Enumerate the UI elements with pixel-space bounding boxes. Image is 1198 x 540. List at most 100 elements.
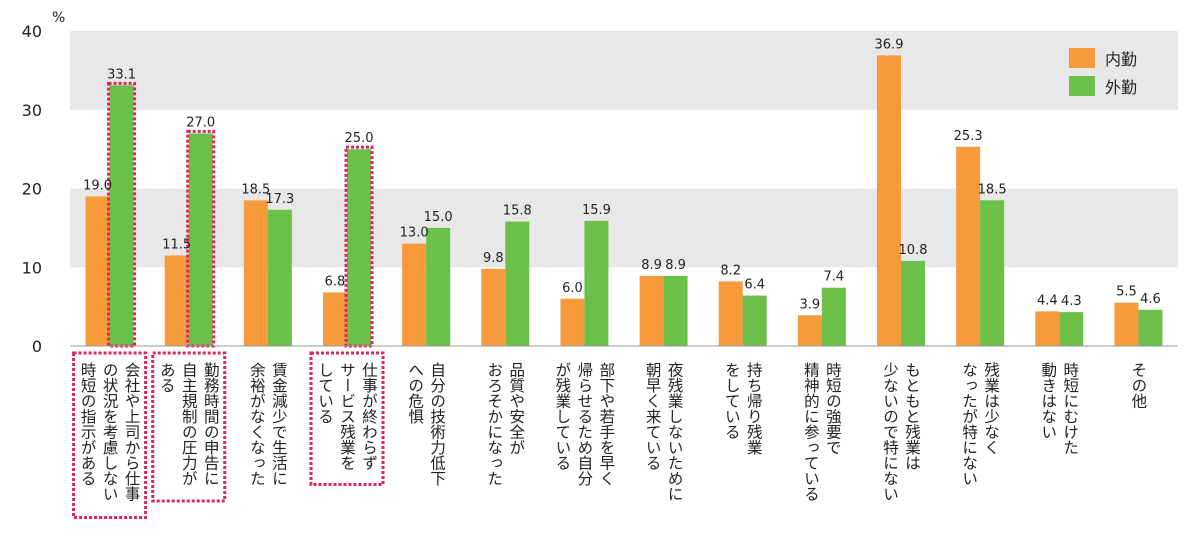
bar-naikin [956,146,981,346]
grid-band [70,31,1178,110]
data-label: 25.0 [345,131,374,146]
data-label: 7.4 [824,270,845,285]
category-label-line: している [316,362,334,424]
y-tick-label: 30 [22,101,42,120]
category-label-line: 賃金減少で生活に [270,362,288,486]
bar-gaikin [1059,312,1084,346]
category-label-line: その他 [1129,362,1147,410]
y-tick-label: 40 [22,22,42,41]
bar-gaikin [505,221,530,346]
data-label: 18.5 [978,182,1007,197]
data-label: 27.0 [186,115,215,130]
bar-naikin [797,315,822,346]
bar-gaikin [584,220,609,346]
category-label-line: 勤務時間の申告に [202,362,220,486]
y-axis-unit: % [52,10,65,26]
data-label: 8.9 [665,258,686,273]
data-label: 6.8 [325,274,346,289]
bar-gaikin [663,275,688,346]
data-label: 9.8 [483,251,504,266]
data-label: 4.3 [1061,294,1082,309]
y-tick-label: 0 [32,337,42,356]
bar-gaikin [821,287,846,346]
highlight-label-box [309,351,385,486]
category-label-line: 時短の指示がある [79,362,97,486]
bar-naikin [718,281,743,346]
bar-gaikin [109,85,134,347]
bar-naikin [85,196,110,346]
highlight-label-box [151,351,227,503]
bar-naikin [481,268,506,346]
category-label-line: 夜残業しないために [666,362,684,502]
bar-naikin [323,292,347,346]
y-tick-label: 10 [22,258,42,277]
bar-naikin [560,298,585,346]
data-label: 8.9 [641,258,662,273]
category-label-line: 品質や安全が [507,362,525,455]
category-label-line: 時短にむけた [1061,362,1079,456]
category-label-line: が残業している [553,362,571,471]
bar-naikin [164,255,189,346]
category-label-line: 動きはない [1039,362,1057,440]
data-label: 18.5 [241,182,270,197]
category-label-line: 帰らせるため自分 [575,362,593,488]
gridline-bands [70,31,1178,268]
bar-gaikin [980,200,1005,346]
data-label: 6.0 [562,281,583,296]
category-label-line: 朝早く来ている [644,362,662,471]
category-label-line: なったが特にない [960,362,978,486]
category-label-line: の状況を考慮しない [101,362,119,502]
category-label-line: をしている [723,362,741,440]
data-label: 3.9 [800,297,821,312]
bar-naikin [877,55,901,346]
category-label-line: 時短の強要で [824,362,842,455]
bar-gaikin [188,133,213,346]
category-label-line: 自分の技術力低下 [428,362,446,487]
data-label: 4.4 [1037,293,1058,308]
category-label-line: おろそかになった [485,362,503,487]
category-label-line: への危惧 [406,362,424,424]
y-tick-label: 20 [22,180,42,199]
data-label: 17.3 [265,192,294,207]
bar-naikin [1114,302,1139,346]
category-label-line: サービス残業を [338,362,356,471]
bars [70,55,1178,348]
category-label-line: 会社や上司から仕事 [123,362,141,502]
data-label: 5.5 [1116,285,1137,300]
data-label: 8.2 [720,263,741,278]
data-label: 11.5 [162,237,191,252]
grid-band [70,188,1178,268]
category-label-line: 余裕がなくなった [248,361,266,487]
data-label: 6.4 [744,278,765,293]
category-label-line: 少ないので特にない [881,362,899,502]
category-label-line: 自主規制の圧力が [180,362,198,487]
data-labels: 19.033.111.527.018.517.36.825.013.015.09… [83,37,1161,312]
bar-naikin [243,200,268,346]
category-label-line: 残業は少なく [982,362,1000,455]
bar-gaikin [742,295,767,346]
data-label: 4.6 [1140,292,1161,307]
bar-naikin [639,275,664,346]
legend-swatch [1069,48,1095,68]
bar-gaikin [901,260,925,346]
legend-swatch [1069,76,1095,96]
data-label: 15.0 [424,210,453,225]
data-label: 25.3 [954,129,983,144]
bar-gaikin [347,149,371,346]
data-label: 36.9 [875,37,904,52]
category-label-line: 精神的に参っている [802,362,820,502]
category-label-line: ある [158,362,176,393]
bar-naikin [402,243,427,346]
